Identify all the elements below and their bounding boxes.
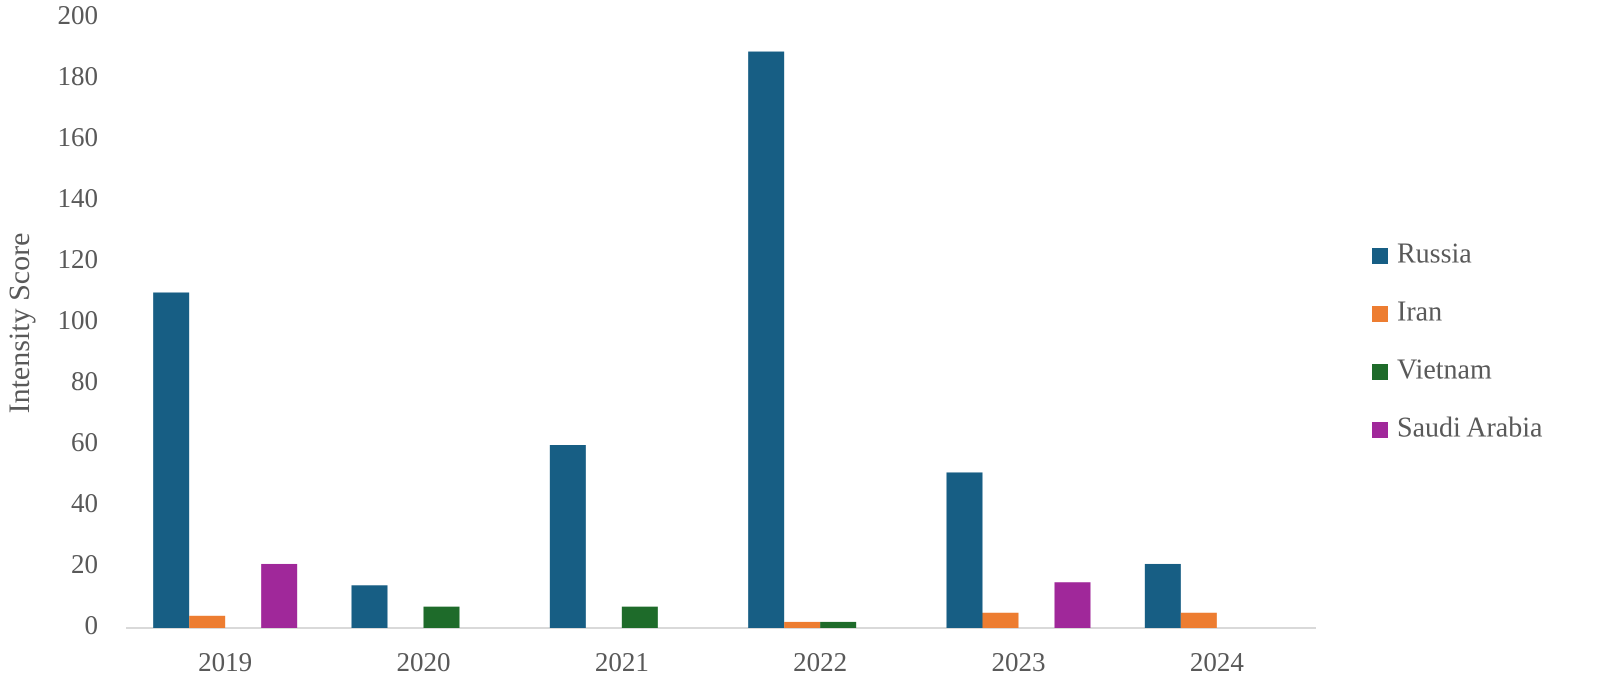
x-tick-label: 2019 [198, 647, 252, 677]
bar [1180, 612, 1217, 628]
legend-label: Iran [1397, 296, 1442, 327]
bar [189, 615, 226, 628]
bar [261, 563, 298, 628]
legend-swatch [1372, 306, 1388, 322]
bar [982, 612, 1019, 628]
x-tick-label: 2023 [992, 647, 1046, 677]
legend-swatch [1372, 364, 1388, 380]
bar [153, 292, 190, 628]
y-tick-label: 200 [58, 0, 99, 30]
bar [351, 585, 388, 628]
y-tick-label: 20 [71, 549, 98, 579]
legend-label: Vietnam [1397, 354, 1492, 385]
bar [1144, 563, 1181, 628]
y-tick-label: 100 [58, 305, 99, 335]
y-tick-label: 120 [58, 244, 99, 274]
bar [784, 621, 821, 628]
bar [946, 472, 983, 628]
bar [1054, 582, 1091, 628]
y-axis-title: Intensity Score [3, 233, 36, 414]
legend-label: Russia [1397, 238, 1472, 269]
legend-swatch [1372, 422, 1388, 438]
bar [549, 445, 586, 628]
y-tick-label: 0 [85, 610, 99, 640]
x-tick-label: 2022 [793, 647, 847, 677]
y-tick-label: 160 [58, 122, 99, 152]
legend-swatch [1372, 248, 1388, 264]
bar [621, 606, 658, 628]
y-tick-label: 80 [71, 366, 98, 396]
y-tick-label: 60 [71, 427, 98, 457]
legend-label: Saudi Arabia [1397, 412, 1543, 443]
y-tick-label: 40 [71, 488, 98, 518]
bar [748, 51, 785, 629]
x-tick-label: 2024 [1190, 647, 1245, 677]
y-tick-label: 180 [58, 61, 99, 91]
x-tick-label: 2020 [397, 647, 451, 677]
bar [820, 621, 857, 628]
y-tick-label: 140 [58, 183, 99, 213]
x-tick-label: 2021 [595, 647, 649, 677]
bar [423, 606, 460, 628]
